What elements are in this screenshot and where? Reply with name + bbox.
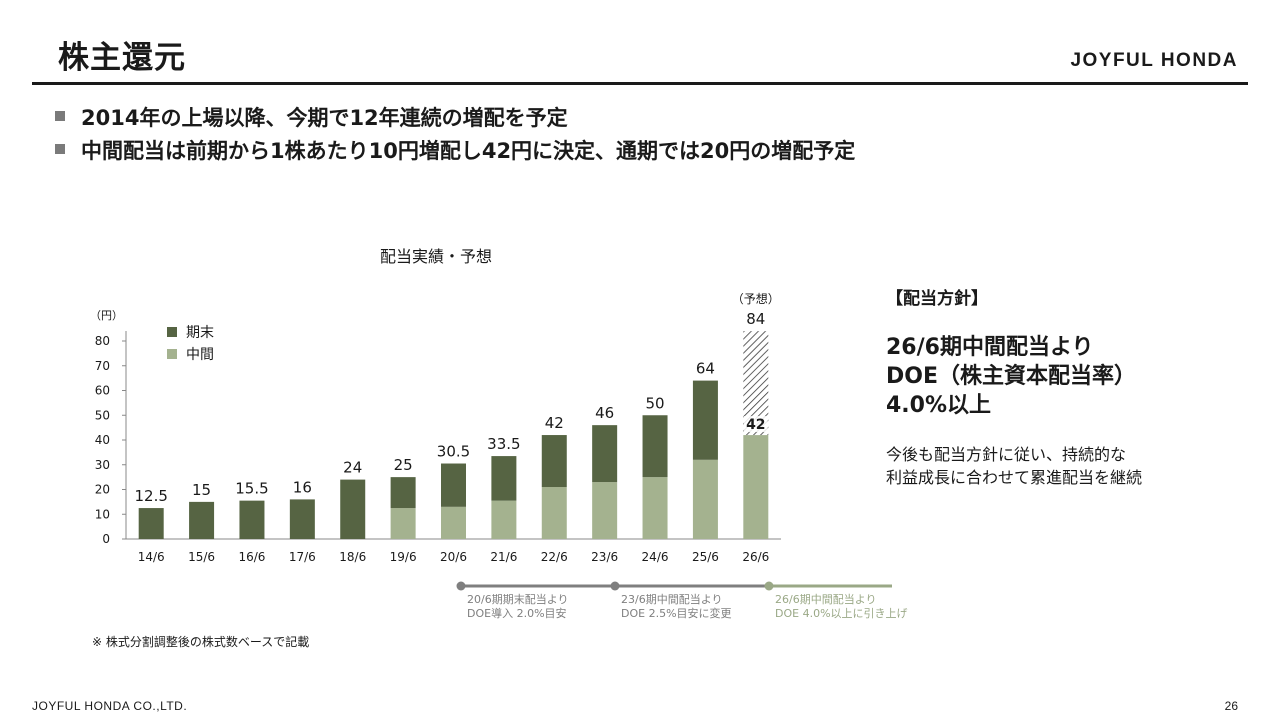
bar-interim	[491, 500, 517, 539]
bar-yearend	[642, 415, 668, 478]
bar-interim	[541, 487, 567, 539]
footer-company: JOYFUL HONDA CO.,LTD.	[32, 699, 188, 713]
bar-total-label: 16	[293, 478, 312, 496]
y-tick-label: 20	[95, 483, 110, 497]
y-tick-label: 60	[95, 384, 110, 398]
y-tick-label: 10	[95, 507, 110, 521]
x-tick-label: 17/6	[289, 550, 316, 564]
y-tick-label: 70	[95, 359, 110, 373]
bar-total-label: 30.5	[437, 443, 470, 461]
x-tick-label: 23/6	[591, 550, 618, 564]
x-tick-label: 20/6	[440, 550, 467, 564]
bar-total-label: 24	[343, 459, 362, 477]
timeline-marker	[456, 581, 466, 591]
timeline-text: 20/6期期末配当より	[467, 592, 568, 606]
x-tick-label: 22/6	[541, 550, 568, 564]
bar-yearend	[138, 508, 164, 539]
x-tick-label: 25/6	[692, 550, 719, 564]
x-tick-label: 15/6	[188, 550, 215, 564]
policy-line: 4.0%以上	[886, 393, 992, 418]
bar-yearend	[541, 435, 567, 488]
bullet-square-icon	[55, 144, 65, 154]
legend-swatch	[167, 349, 177, 359]
bar-interim	[592, 482, 618, 539]
bar-interim	[390, 508, 416, 539]
policy-statement: 26/6期中間配当より DOE（株主資本配当率） 4.0%以上	[886, 333, 1136, 420]
page-title: 株主還元	[58, 40, 186, 76]
bar-yearend	[239, 500, 265, 539]
y-tick-label: 30	[95, 458, 110, 472]
bullet-item: 中間配当は前期から1株あたり10円増配し42円に決定、通期では20円の増配予定	[55, 135, 855, 165]
x-tick-label: 21/6	[490, 550, 517, 564]
timeline-text: DOE導入 2.0%目安	[467, 606, 567, 620]
policy-sub-line: 今後も配当方針に従い、持続的な	[886, 445, 1127, 464]
chart-title: 配当実績・予想	[380, 247, 492, 266]
timeline-text: DOE 4.0%以上に引き上げ	[775, 606, 908, 620]
bar-yearend	[692, 380, 718, 460]
y-tick-label: 50	[95, 408, 110, 422]
bar-yearend	[390, 477, 416, 509]
bar-yearend	[592, 425, 618, 483]
bar-total-label: 15	[192, 481, 211, 499]
x-tick-label: 26/6	[742, 550, 769, 564]
y-tick-label: 80	[95, 334, 110, 348]
bar-yearend	[441, 463, 466, 507]
title-divider	[32, 82, 1248, 85]
policy-sub-line: 利益成長に合わせて累進配当を継続	[886, 468, 1143, 487]
forecast-inner-label: 42	[746, 417, 765, 433]
x-tick-label: 19/6	[390, 550, 417, 564]
bar-total-label: 42	[545, 414, 564, 432]
bar-interim	[743, 435, 769, 539]
bullet-text: 2014年の上場以降、今期で12年連続の増配を予定	[81, 106, 568, 130]
page-number: 26	[1224, 699, 1238, 713]
bar-total-label: 64	[696, 360, 715, 378]
y-axis-label: （円）	[90, 309, 123, 322]
policy-heading: 【配当方針】	[886, 289, 988, 309]
bullet-square-icon	[55, 111, 65, 121]
bar-interim	[642, 477, 668, 539]
y-tick-label: 0	[102, 532, 110, 546]
footnote: ※ 株式分割調整後の株式数ベースで記載	[92, 635, 310, 649]
bar-yearend	[491, 456, 517, 501]
x-tick-label: 16/6	[238, 550, 265, 564]
company-logo: JOYFUL HONDA	[1070, 50, 1238, 71]
bar-yearend	[189, 501, 215, 539]
bar-interim	[692, 459, 718, 539]
bar-total-label: 33.5	[487, 435, 520, 453]
legend-swatch	[167, 327, 177, 337]
timeline-marker	[610, 581, 620, 591]
bar-total-label: 12.5	[134, 487, 167, 505]
x-tick-label: 24/6	[642, 550, 669, 564]
timeline-marker	[764, 581, 774, 591]
bar-yearend	[340, 479, 366, 539]
legend-label: 期末	[186, 325, 214, 341]
timeline-text: 23/6期中間配当より	[621, 592, 722, 606]
y-tick-label: 40	[95, 433, 110, 447]
bar-total-label: 15.5	[235, 480, 268, 498]
x-tick-label: 18/6	[339, 550, 366, 564]
bar-total-label: 46	[595, 404, 614, 422]
bar-total-label: 50	[645, 394, 664, 412]
x-tick-label: 14/6	[138, 550, 165, 564]
forecast-label: （予想）	[732, 291, 780, 306]
timeline-text: 26/6期中間配当より	[775, 592, 876, 606]
bar-total-label: 25	[394, 456, 413, 474]
bullet-item: 2014年の上場以降、今期で12年連続の増配を予定	[55, 102, 568, 132]
bar-yearend	[289, 499, 315, 539]
timeline-text: DOE 2.5%目安に変更	[621, 606, 732, 620]
policy-line: 26/6期中間配当より	[886, 335, 1094, 360]
bar-interim	[441, 506, 466, 539]
bullet-text: 中間配当は前期から1株あたり10円増配し42円に決定、通期では20円の増配予定	[81, 139, 856, 163]
bar-total-label: 84	[746, 310, 765, 328]
policy-description: 今後も配当方針に従い、持続的な 利益成長に合わせて累進配当を継続	[886, 443, 1142, 489]
policy-line: DOE（株主資本配当率）	[886, 364, 1136, 389]
forecast-inner-bg	[743, 416, 768, 433]
legend-label: 中間	[186, 347, 214, 363]
